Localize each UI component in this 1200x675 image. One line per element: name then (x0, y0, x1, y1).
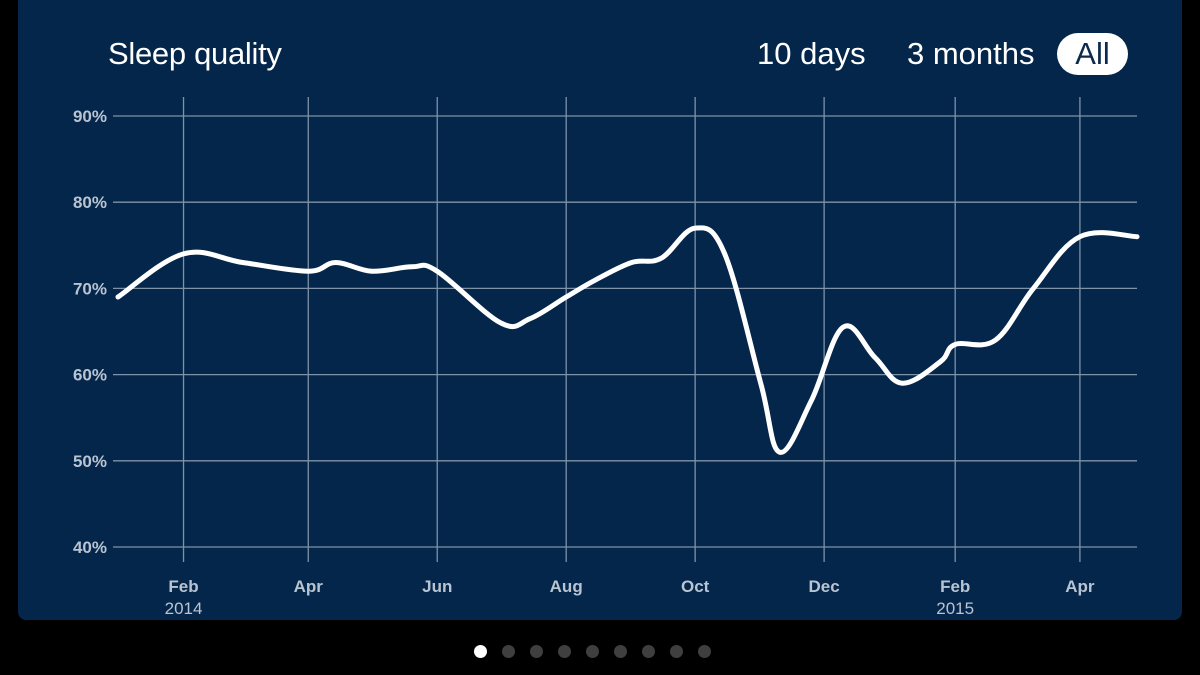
page-indicator (474, 643, 711, 659)
data-point (993, 338, 998, 343)
data-point (1135, 234, 1139, 239)
page-dot[interactable] (502, 644, 515, 658)
x-axis-labels: Feb 2014 Apr Jun Aug Oct Dec Feb 2015 Apr (165, 577, 1095, 618)
data-point (564, 295, 569, 300)
range-10-days-button[interactable]: 10 days (757, 36, 866, 71)
data-point (181, 251, 186, 256)
data-point (306, 269, 311, 274)
range-3-months-button[interactable]: 3 months (907, 36, 1035, 71)
data-point (116, 295, 120, 300)
data-point (758, 381, 763, 386)
sleep-quality-line (115, 225, 1140, 455)
grid-lines (113, 97, 1137, 562)
y-tick-label: 70% (73, 279, 107, 298)
x-tick-year-label: 2014 (165, 599, 203, 618)
data-point (435, 269, 440, 274)
data-point (953, 342, 958, 347)
range-all-button[interactable]: All (1057, 33, 1128, 75)
x-tick-label: Feb (168, 577, 198, 596)
page-dot[interactable] (530, 644, 543, 658)
data-point (528, 316, 533, 321)
y-tick-label: 80% (73, 193, 107, 212)
data-points (116, 226, 1139, 455)
page-dot[interactable] (558, 644, 571, 658)
data-point (1031, 286, 1036, 291)
data-point (722, 251, 727, 256)
y-tick-label: 50% (73, 452, 107, 471)
y-tick-label: 90% (73, 107, 107, 126)
data-point (1077, 234, 1082, 239)
data-point (659, 256, 664, 261)
page-dot[interactable] (670, 644, 683, 658)
x-tick-year-label: 2015 (936, 599, 974, 618)
x-tick-label: Feb (940, 577, 970, 596)
page-dot[interactable] (614, 644, 627, 658)
y-tick-label: 40% (73, 538, 107, 557)
x-tick-label: Apr (294, 577, 324, 596)
data-point (900, 381, 905, 386)
data-point (593, 277, 598, 282)
data-point (240, 260, 245, 265)
page-dot[interactable] (586, 644, 599, 658)
x-tick-label: Dec (809, 577, 840, 596)
data-point (777, 450, 782, 455)
data-point (693, 226, 698, 231)
x-tick-label: Oct (681, 577, 710, 596)
data-point (369, 269, 374, 274)
x-tick-label: Jun (422, 577, 452, 596)
data-point (409, 264, 414, 269)
chart-card (18, 0, 1182, 620)
page-dot[interactable] (698, 644, 711, 658)
chart-title: Sleep quality (108, 36, 282, 71)
y-axis-labels: 90% 80% 70% 60% 50% 40% (73, 107, 107, 557)
data-point (872, 355, 877, 360)
y-tick-label: 60% (73, 366, 107, 385)
x-tick-label: Aug (550, 577, 583, 596)
page-dot[interactable] (642, 644, 655, 658)
data-point (629, 260, 634, 265)
data-point (841, 325, 846, 330)
data-point (938, 359, 943, 364)
page-dot[interactable] (474, 644, 487, 658)
data-point (333, 260, 338, 265)
data-point (809, 398, 814, 403)
data-point (498, 320, 503, 325)
x-tick-label: Apr (1065, 577, 1095, 596)
